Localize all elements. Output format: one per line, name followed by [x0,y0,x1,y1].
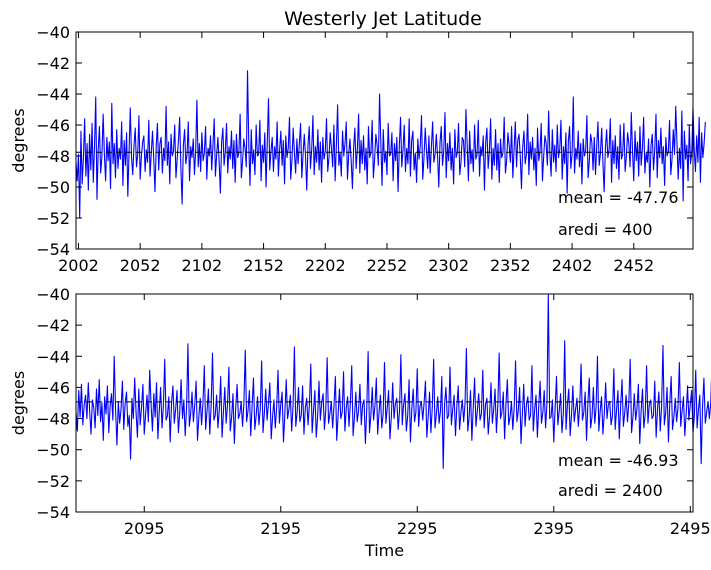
bottom-aredi-annotation: aredi = 2400 [558,481,663,500]
x-tick-label: 2252 [367,256,408,275]
bottom-y-axis-label: degrees [9,371,28,435]
y-tick-label: −52 [36,209,70,228]
x-tick-label: 2402 [552,256,593,275]
series-line-0 [75,70,706,219]
x-tick-label: 2152 [243,256,284,275]
x-tick-label: 2195 [260,519,301,538]
y-tick-label: −54 [36,503,70,522]
x-tick-label: 2002 [58,256,99,275]
y-tick-label: −50 [36,178,70,197]
bottom-series-line [75,293,711,469]
x-tick-label: 2495 [670,519,711,538]
x-tick-label: 2095 [124,519,165,538]
x-tick-label: 2202 [305,256,346,275]
bottom-axes-frame [75,293,694,513]
y-tick-label: −46 [36,378,70,397]
y-tick-label: −44 [36,85,70,104]
y-tick-label: −54 [36,240,70,259]
y-tick-label: −46 [36,116,70,135]
x-tick-label: 2052 [120,256,161,275]
top-aredi-annotation: aredi = 400 [558,220,653,239]
top-series-line [75,70,706,219]
y-tick-label: −40 [36,23,70,42]
top-x-ticks: 2002 2052 2102 2152 2202 2252 2302 2352 2402 2452 [58,32,654,275]
x-tick-label: 2302 [428,256,469,275]
x-tick-label: 2452 [613,256,654,275]
top-mean-annotation: mean = -47.76 [558,188,679,207]
y-tick-label: −42 [36,316,70,335]
top-y-axis-label: degrees [9,108,28,172]
bottom-y-ticks: −54 −52 −50 −48 −46 −44 −42 −40 [36,285,693,522]
series-line-0 [75,293,711,469]
bottom-panel: −54 −52 −50 −48 −46 −44 −42 −40 2095 2195 2295 239… [9,285,711,560]
x-tick-label: 2295 [397,519,438,538]
y-tick-label: −48 [36,147,70,166]
bottom-mean-annotation: mean = -46.93 [558,451,679,470]
y-tick-label: −42 [36,54,70,73]
y-tick-label: −50 [36,441,70,460]
bottom-x-ticks: 2095 2195 2295 2395 2495 [124,294,711,538]
y-tick-label: −40 [36,285,70,304]
y-tick-label: −44 [36,347,70,366]
bottom-x-axis-label: Time [364,541,404,560]
y-tick-label: −52 [36,472,70,491]
top-panel: −54 −52 −50 −48 −46 −44 −42 −40 2002 2052 2102 215… [9,23,706,275]
chart-title: Westerly Jet Latitude [284,8,482,30]
x-tick-label: 2352 [490,256,531,275]
y-tick-label: −48 [36,410,70,429]
x-tick-label: 2102 [182,256,223,275]
top-axes-frame [75,31,694,250]
x-tick-label: 2395 [533,519,574,538]
top-y-ticks: −54 −52 −50 −48 −46 −44 −42 −40 [36,23,693,259]
